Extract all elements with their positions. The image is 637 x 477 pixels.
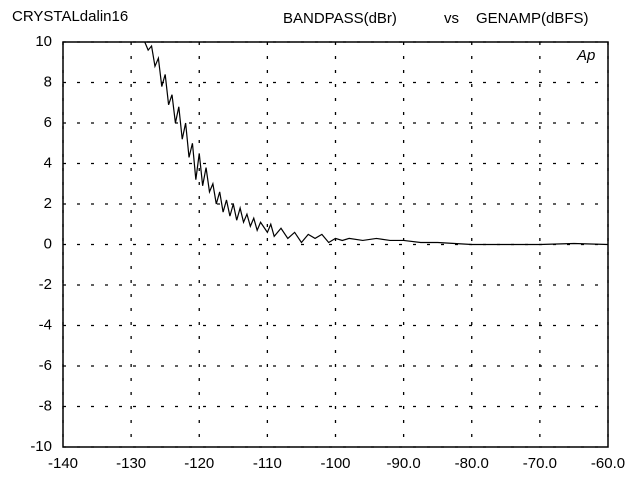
x-axis-label: GENAMP(dBFS) (476, 10, 589, 27)
y-tick-label: 2 (44, 195, 52, 212)
y-tick-label: -4 (39, 316, 52, 333)
y-tick-label: 0 (44, 235, 52, 252)
y-tick-label: -6 (39, 357, 52, 374)
y-tick-label: 6 (44, 114, 52, 131)
x-tick-label: -130 (116, 455, 146, 472)
y-tick-label: -8 (39, 397, 52, 414)
x-tick-label: -100 (320, 455, 350, 472)
y-axis-label: BANDPASS(dBr) (283, 10, 397, 27)
data-line (144, 41, 609, 246)
y-tick-label: 4 (44, 154, 52, 171)
x-tick-label: -120 (184, 455, 214, 472)
x-tick-label: -90.0 (387, 455, 421, 472)
x-tick-label: -140 (48, 455, 78, 472)
vs-label: vs (444, 10, 459, 27)
x-tick-label: -80.0 (455, 455, 489, 472)
logo: Ap (576, 47, 595, 64)
y-tick-label: 8 (44, 73, 52, 90)
y-tick-label: -2 (39, 276, 52, 293)
y-tick-label: 10 (35, 33, 52, 50)
x-tick-label: -60.0 (591, 455, 625, 472)
chart-title: CRYSTALdalin16 (12, 8, 128, 25)
x-tick-label: -70.0 (523, 455, 557, 472)
x-tick-label: -110 (253, 455, 282, 472)
y-tick-label: -10 (30, 438, 52, 455)
